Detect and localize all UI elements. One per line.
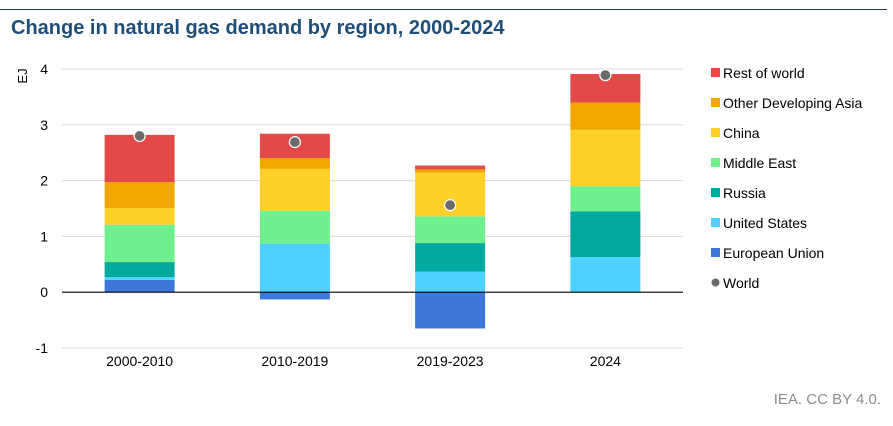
legend-label: Other Developing Asia bbox=[723, 95, 863, 111]
x-tick-label: 2000-2010 bbox=[106, 353, 173, 369]
legend-label: China bbox=[723, 125, 760, 141]
legend-label: European Union bbox=[723, 245, 824, 261]
world-marker bbox=[444, 199, 457, 212]
bar-segment-china bbox=[259, 168, 330, 211]
world-marker bbox=[133, 129, 146, 143]
y-tick-label: 0 bbox=[40, 284, 48, 300]
bar-segment-middle-east bbox=[415, 216, 486, 244]
legend-label: Rest of world bbox=[723, 65, 805, 81]
legend-label: World bbox=[723, 275, 759, 291]
bar-segment-russia bbox=[570, 211, 641, 258]
bar-segment-china bbox=[104, 207, 175, 225]
legend-label: United States bbox=[723, 215, 807, 231]
world-marker bbox=[288, 135, 301, 149]
y-axis-label: EJ bbox=[15, 68, 30, 83]
y-tick-label: 1 bbox=[40, 228, 48, 244]
legend-label: Russia bbox=[723, 185, 766, 201]
bar-segment-russia bbox=[415, 243, 486, 272]
bar-segment-rest-of-world bbox=[415, 165, 486, 170]
bar-segment-russia bbox=[104, 262, 175, 278]
bar-segment-middle-east bbox=[259, 210, 330, 244]
bar-segment-united-states bbox=[570, 257, 641, 293]
x-tick-label: 2024 bbox=[590, 353, 621, 369]
bar-segment-united-states bbox=[104, 277, 175, 280]
legend-swatch-world bbox=[711, 278, 720, 287]
legend-label: Middle East bbox=[723, 155, 796, 171]
bar-segment-european-union bbox=[104, 279, 175, 293]
y-tick-label: 4 bbox=[40, 61, 48, 77]
legend-swatch bbox=[711, 158, 720, 167]
legend-swatch bbox=[711, 128, 720, 137]
top-rule bbox=[0, 9, 887, 10]
x-tick-label: 2010-2019 bbox=[261, 353, 328, 369]
legend-swatch bbox=[711, 68, 720, 77]
y-tick-label: 3 bbox=[40, 117, 48, 133]
bar-segment-european-union bbox=[259, 292, 330, 300]
y-tick-label: -1 bbox=[36, 340, 49, 356]
bar-segment-rest-of-world bbox=[104, 134, 175, 183]
bar-segment-united-states bbox=[259, 243, 330, 293]
legend-swatch bbox=[711, 98, 720, 107]
bar-segment-european-union bbox=[415, 292, 486, 329]
bar-segment-other-developing-asia bbox=[415, 169, 486, 173]
bar-segment-china bbox=[570, 129, 641, 187]
chart-title: Change in natural gas demand by region, … bbox=[11, 17, 505, 39]
x-tick-label: 2019-2023 bbox=[417, 353, 484, 369]
legend-swatch bbox=[711, 188, 720, 197]
bar-segment-other-developing-asia bbox=[570, 102, 641, 130]
bar-segment-other-developing-asia bbox=[259, 158, 330, 169]
bar-segment-other-developing-asia bbox=[104, 182, 175, 208]
legend-swatch bbox=[711, 218, 720, 227]
bar-segment-middle-east bbox=[570, 186, 641, 212]
legend-swatch bbox=[711, 248, 720, 257]
y-tick-label: 2 bbox=[40, 173, 48, 189]
world-marker bbox=[599, 69, 612, 82]
source-credit: IEA. CC BY 4.0. bbox=[773, 391, 881, 408]
bar-segment-united-states bbox=[415, 271, 486, 293]
bar-segment-middle-east bbox=[104, 224, 175, 263]
